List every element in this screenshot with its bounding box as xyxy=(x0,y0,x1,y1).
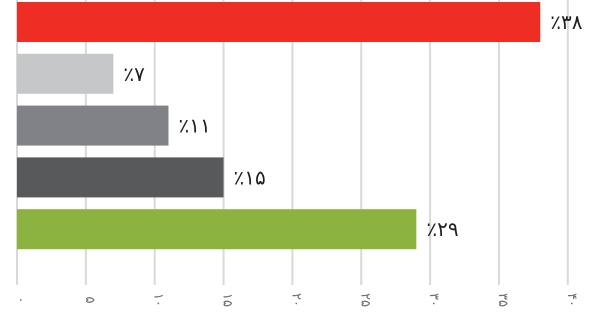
x-tick-label: ۱۰ xyxy=(151,293,166,307)
x-tick-label: ۱۵ xyxy=(220,293,235,307)
grid-lines xyxy=(16,0,569,285)
bar xyxy=(17,209,417,250)
x-axis-tick-labels: ۰ ۵ ۱۰ ۱۵ ۲۰ ۲۵ ۳۰ ۳۵ ۴۰ xyxy=(13,293,579,307)
x-tick-label: ۵ xyxy=(82,297,97,304)
bars xyxy=(17,2,541,250)
value-labels: ٪۳۸ ٪۷ ٪۱۱ ٪۱۵ ٪۲۹ xyxy=(123,10,582,241)
bar xyxy=(17,53,114,94)
x-tick-label: ۳۵ xyxy=(495,293,510,307)
bar xyxy=(17,157,224,198)
x-tick-label: ۰ xyxy=(13,297,28,304)
bar xyxy=(17,2,541,42)
bar-value-label: ٪۱۵ xyxy=(234,165,266,189)
x-tick-label: ۴۰ xyxy=(564,293,579,307)
x-tick-label: ۲۰ xyxy=(288,293,303,307)
bar-value-label: ٪۷ xyxy=(123,62,145,86)
bar xyxy=(17,105,169,146)
bar-value-label: ٪۲۹ xyxy=(426,217,458,241)
x-tick-label: ۲۵ xyxy=(357,293,372,307)
bar-value-label: ٪۱۱ xyxy=(178,114,210,138)
bar-value-label: ٪۳۸ xyxy=(550,10,582,34)
x-tick-label: ۳۰ xyxy=(426,293,441,307)
